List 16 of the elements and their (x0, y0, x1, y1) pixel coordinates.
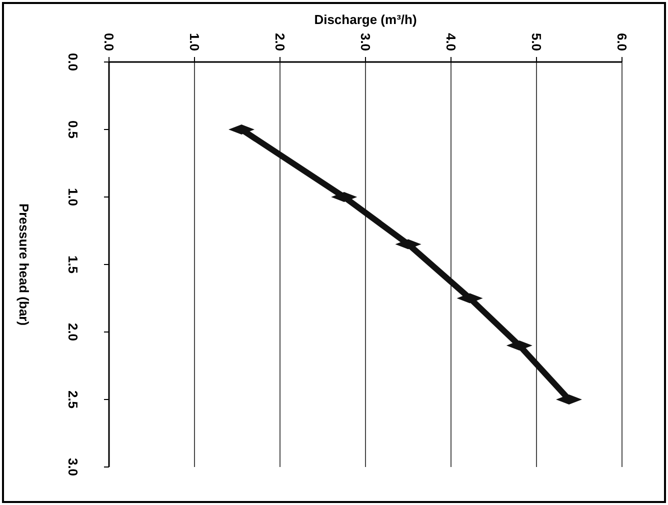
y-tick-label: 0.5 (65, 120, 80, 139)
y-tick-label: 1.0 (65, 188, 80, 206)
y-tick-label: 2.5 (65, 390, 80, 409)
y-tick-label: 2.0 (65, 322, 80, 342)
x-tick-label: 0.0 (101, 32, 116, 52)
x-tick-label: 1.0 (186, 32, 202, 52)
y-tick-label: 1.5 (65, 255, 80, 274)
x-tick-label: 2.0 (272, 32, 288, 52)
x-axis-title: Discharge (m³/h) (314, 12, 417, 27)
x-tick-label: 5.0 (528, 32, 544, 52)
x-tick-label: 6.0 (614, 32, 630, 52)
y-tick-label: 3.0 (65, 458, 80, 476)
x-tick-label: 3.0 (358, 32, 373, 52)
x-tick-label: 4.0 (443, 32, 458, 52)
y-tick-label: 0.0 (65, 52, 80, 72)
y-axis-title: Pressure head (bar) (16, 203, 32, 326)
